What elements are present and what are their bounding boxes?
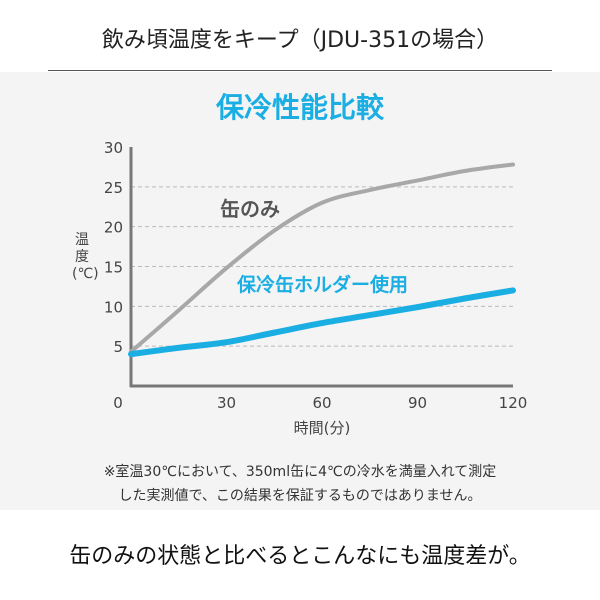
y-tick-label: 25 [104,179,123,197]
title-divider [48,70,552,71]
footnote: ※室温30℃において、350ml缶に4℃の冷水を満量入れて測定 した実測値で、こ… [0,460,600,508]
x-axis-label: 時間(分) [294,419,351,437]
series-label-holder: 保冷缶ホルダー使用 [236,273,408,296]
y-tick-label: 20 [104,219,123,237]
x-tick-label: 0 [113,394,123,412]
series-line-1 [129,162,515,354]
y-tick-label: 5 [113,338,123,356]
page-title: 飲み頃温度をキープ（JDU-351の場合） [101,28,499,53]
x-tick-label: 120 [499,394,528,412]
x-tick-label: 60 [312,394,331,412]
series-line-2 [128,287,516,358]
footnote-line-1: ※室温30℃において、350ml缶に4℃の冷水を満量入れて測定 [103,464,497,480]
y-axis-label: 温度(℃) [72,232,99,282]
y-tick-label: 15 [104,259,123,277]
x-tick-label: 90 [408,394,427,412]
chart-title: 保冷性能比較 [215,91,384,124]
y-tick-label: 30 [104,139,123,157]
x-tick-label: 30 [217,394,236,412]
series-label-can-only: 缶のみ [220,197,280,221]
bottom-caption: 缶のみの状態と比べるとこんなにも温度差が。 [69,544,531,569]
y-tick-label: 10 [104,298,123,316]
footnote-line-2: した実測値で、この結果を保証するものではありません。 [118,488,482,504]
